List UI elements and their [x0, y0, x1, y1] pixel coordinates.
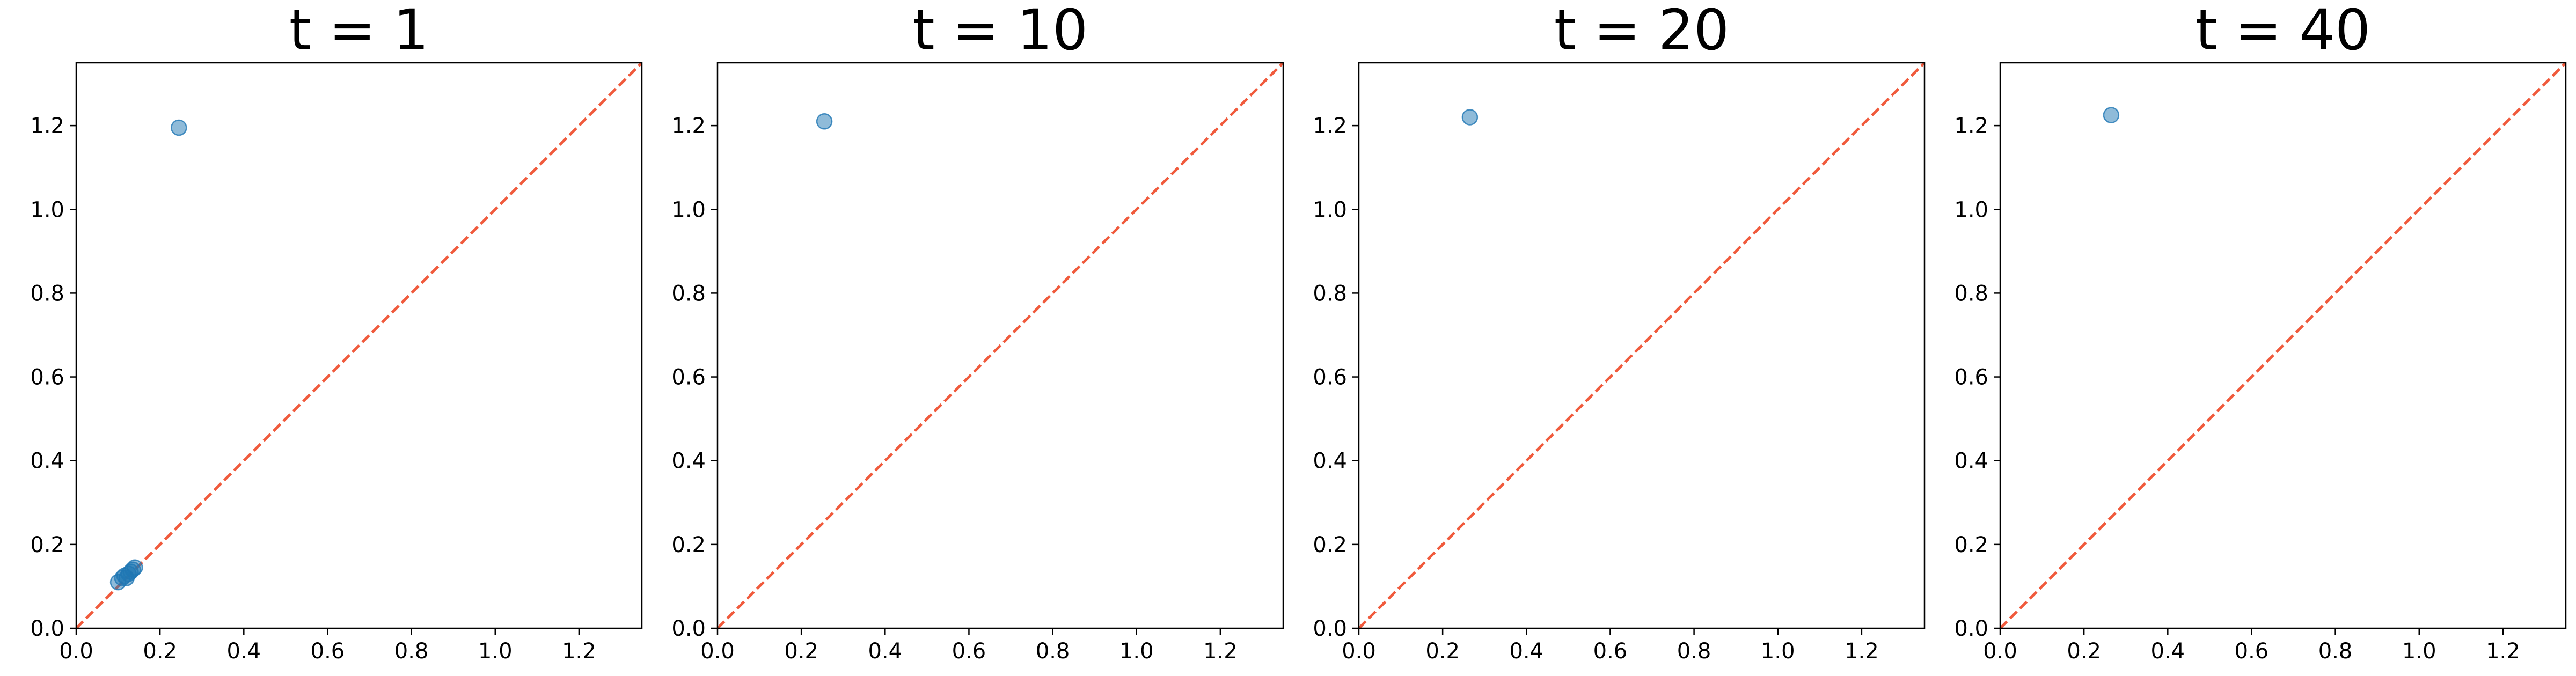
x-tick-label: 0.6 [311, 639, 345, 664]
x-tick-label: 0.6 [952, 639, 986, 664]
x-tick-label: 0.0 [1983, 639, 2017, 664]
x-tick-label: 0.6 [1593, 639, 1628, 664]
x-tick-label: 1.0 [2402, 639, 2436, 664]
y-tick-label: 1.0 [671, 197, 706, 222]
x-tick-label: 0.8 [2318, 639, 2353, 664]
axes-frame [75, 62, 643, 629]
y-tick-label: 0.4 [671, 449, 706, 474]
y-tick-label: 0.6 [1313, 365, 1347, 390]
reference-line-y-equals-x [1359, 63, 1924, 628]
y-tick-label: 1.0 [30, 197, 64, 222]
x-tick-label: 0.6 [2235, 639, 2269, 664]
x-tick-label: 0.4 [2150, 639, 2185, 664]
x-tick-label: 1.0 [478, 639, 513, 664]
y-tick-label: 1.2 [30, 114, 64, 138]
y-tick-label: 0.2 [671, 533, 706, 557]
subplot-title: t = 10 [913, 0, 1088, 63]
subplot-title: t = 40 [2196, 0, 2370, 63]
axes-frame [1358, 62, 1926, 629]
scatter-point [2103, 107, 2120, 123]
y-tick-label: 1.2 [671, 114, 706, 138]
subplot-4: t = 40 0.0 0.2 0.4 0.6 0.8 1.0 1.2 0.0 0.2 0.4 0.6… [1954, 0, 2567, 664]
x-tick-label: 0.2 [143, 639, 177, 664]
x-tick-label: 0.8 [1036, 639, 1070, 664]
reference-line-y-equals-x [2000, 63, 2566, 628]
scatter-point [127, 559, 143, 576]
y-tick-label: 0.8 [30, 281, 64, 306]
y-tick-label: 0.8 [671, 281, 706, 306]
x-tick-label: 1.0 [1119, 639, 1154, 664]
reference-line-y-equals-x [718, 63, 1283, 628]
subplot-title: t = 20 [1554, 0, 1729, 63]
y-tick-label: 0.6 [1954, 365, 1988, 390]
axes-frame [1999, 62, 2567, 629]
y-tick-label: 0.0 [30, 616, 64, 641]
subplot-title: t = 1 [289, 0, 429, 63]
y-tick-label: 0.4 [1313, 449, 1347, 474]
subplot-1: t = 1 0.0 0.2 0.4 0.6 0.8 1.0 1.2 0.0 0.2 0.4 0.6 0… [30, 0, 643, 664]
y-tick-label: 0.8 [1954, 281, 1988, 306]
x-tick-label: 0.4 [226, 639, 261, 664]
y-tick-label: 0.4 [30, 449, 64, 474]
reference-line-y-equals-x [76, 63, 642, 628]
y-tick-label: 0.6 [30, 365, 64, 390]
x-tick-label: 0.4 [868, 639, 902, 664]
y-tick-label: 0.8 [1313, 281, 1347, 306]
y-tick-label: 0.2 [30, 533, 64, 557]
x-tick-label: 0.8 [1677, 639, 1711, 664]
x-tick-label: 0.8 [394, 639, 429, 664]
x-tick-label: 1.0 [1761, 639, 1795, 664]
x-tick-label: 0.2 [784, 639, 818, 664]
x-tick-label: 0.2 [2067, 639, 2101, 664]
y-tick-label: 1.2 [1313, 114, 1347, 138]
scatter-point [816, 113, 833, 130]
y-tick-label: 0.0 [1313, 616, 1347, 641]
x-tick-label: 0.2 [1425, 639, 1460, 664]
x-tick-label: 0.0 [700, 639, 735, 664]
y-tick-label: 0.0 [1954, 616, 1988, 641]
scatter-point [171, 119, 187, 136]
x-tick-label: 0.0 [59, 639, 93, 664]
x-tick-label: 0.0 [1342, 639, 1376, 664]
axes-frame [716, 62, 1284, 629]
y-tick-label: 0.2 [1313, 533, 1347, 557]
x-tick-label: 1.2 [1845, 639, 1879, 664]
y-tick-label: 1.2 [1954, 114, 1988, 138]
x-tick-label: 1.2 [562, 639, 596, 664]
x-tick-label: 1.2 [2486, 639, 2520, 664]
y-tick-label: 1.0 [1954, 197, 1988, 222]
subplot-3: t = 20 0.0 0.2 0.4 0.6 0.8 1.0 1.2 0.0 0.2 0.4 0.6… [1313, 0, 1926, 664]
y-tick-label: 0.6 [671, 365, 706, 390]
y-tick-label: 0.4 [1954, 449, 1988, 474]
y-tick-label: 0.2 [1954, 533, 1988, 557]
x-tick-label: 0.4 [1509, 639, 1543, 664]
subplot-2: t = 10 0.0 0.2 0.4 0.6 0.8 1.0 1.2 0.0 0.2 0.4 0.6… [671, 0, 1284, 664]
y-tick-label: 1.0 [1313, 197, 1347, 222]
scatter-point [1461, 109, 1479, 126]
y-tick-label: 0.0 [671, 616, 706, 641]
x-tick-label: 1.2 [1203, 639, 1238, 664]
